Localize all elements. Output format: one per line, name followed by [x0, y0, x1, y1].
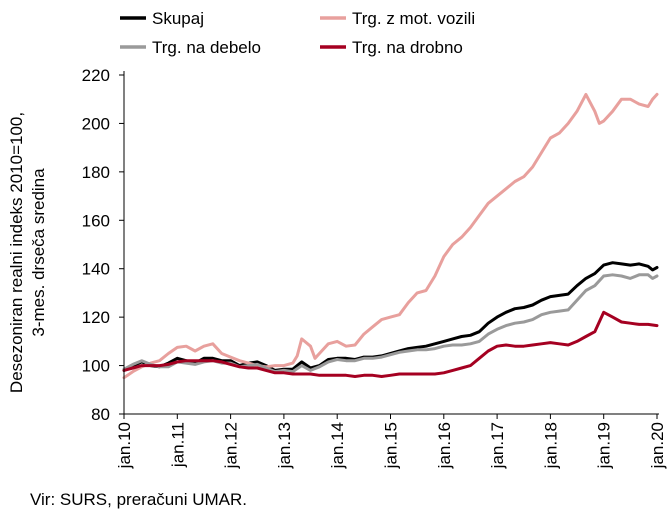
x-tick-label: jan.18 — [541, 422, 560, 469]
series-line-1 — [122, 92, 659, 380]
x-tick-label: jan.19 — [595, 422, 614, 469]
x-tick-label: jan.14 — [328, 422, 347, 469]
legend-label: Trg. z mot. vozili — [352, 9, 475, 28]
y-tick-label: 80 — [91, 405, 110, 424]
x-tick-label: jan.16 — [435, 422, 454, 469]
y-axis-title-line: Desezoniran realni indeks 2010=100, — [7, 112, 26, 393]
chart-series — [122, 92, 659, 380]
y-tick-label: 200 — [82, 114, 110, 133]
y-tick-label: 160 — [82, 211, 110, 230]
x-tick-label: jan.12 — [222, 422, 241, 469]
legend-label: Trg. na debelo — [152, 38, 261, 57]
x-tick-label: jan.20 — [648, 422, 667, 469]
x-axis-ticks: jan.10 jan.11 jan.12 jan.13 jan.14 jan.15 jan.… — [115, 414, 667, 469]
x-tick-label: jan.11 — [168, 422, 187, 468]
source-note: Vir: SURS, preračuni UMAR. — [30, 490, 247, 509]
y-axis-ticks: 80 100 120 140 160 180 200 220 — [82, 66, 124, 424]
series-line-3 — [122, 310, 659, 378]
y-tick-label: 140 — [82, 260, 110, 279]
x-tick-label: jan.15 — [382, 422, 401, 469]
y-axis-title-line: 3-mes. drseča sredina — [29, 168, 48, 337]
legend-label: Trg. na drobno — [352, 38, 463, 57]
x-tick-label: jan.17 — [488, 422, 507, 469]
chart-legend: Skupaj Trg. z mot. vozili Trg. na debelo Tr… — [120, 9, 475, 57]
y-tick-label: 100 — [82, 357, 110, 376]
x-tick-label: jan.10 — [115, 422, 134, 469]
y-tick-label: 120 — [82, 308, 110, 327]
x-tick-label: jan.13 — [275, 422, 294, 469]
y-tick-label: 180 — [82, 163, 110, 182]
y-axis-title: Desezoniran realni indeks 2010=100, 3-mes… — [7, 112, 48, 393]
legend-label: Skupaj — [152, 9, 204, 28]
y-tick-label: 220 — [82, 66, 110, 85]
